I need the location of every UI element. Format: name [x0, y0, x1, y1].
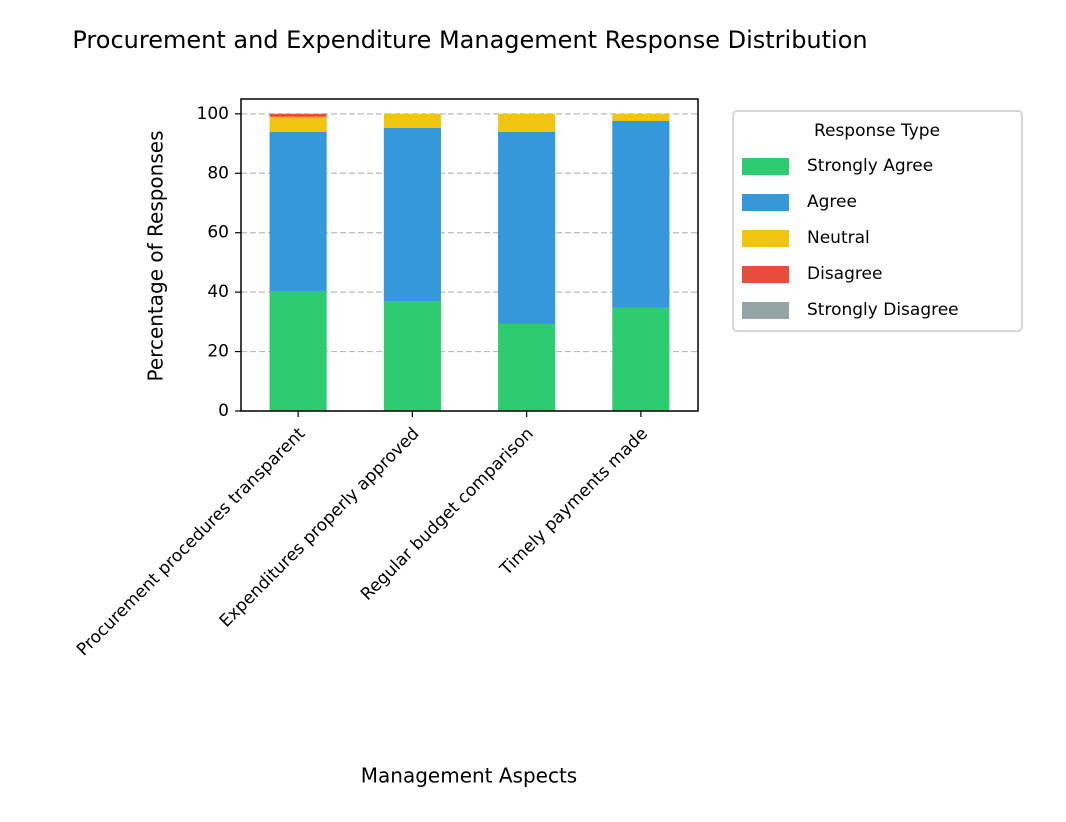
y-tick-label: 100	[197, 104, 229, 124]
legend-label: Disagree	[807, 264, 882, 284]
bar-segment	[498, 323, 556, 411]
y-tick-label: 60	[207, 223, 229, 243]
bar-segment	[269, 131, 327, 291]
bar-segment	[269, 116, 327, 132]
x-axis-label: Management Aspects	[361, 764, 577, 788]
y-tick-label: 80	[207, 163, 229, 183]
legend-box	[732, 110, 1023, 332]
chart-title: Procurement and Expenditure Management R…	[72, 26, 867, 54]
y-tick-label: 0	[218, 401, 229, 421]
x-tick-label: Expenditures properly approved	[216, 424, 424, 632]
legend-label: Strongly Disagree	[807, 300, 959, 320]
bar-segment	[498, 113, 556, 132]
legend-label: Agree	[807, 192, 857, 212]
y-tick-label: 20	[207, 342, 229, 362]
legend-swatch	[742, 302, 789, 319]
legend-label: Strongly Agree	[807, 156, 933, 176]
legend-swatch	[742, 194, 789, 211]
x-tick-label: Procurement procedures transparent	[73, 424, 309, 660]
bar-segment	[383, 301, 441, 411]
bar-segment	[612, 120, 670, 308]
axes-frame	[240, 98, 699, 412]
legend-label: Neutral	[807, 228, 870, 248]
bar-segment	[612, 113, 670, 121]
bar-segment	[383, 113, 441, 128]
bar-segment	[383, 127, 441, 302]
legend-swatch	[742, 158, 789, 175]
bar-segment	[612, 307, 670, 411]
bar-segment	[498, 131, 556, 324]
legend-swatch	[742, 266, 789, 283]
bar-segment	[269, 113, 327, 117]
bar-segment	[269, 290, 327, 411]
y-axis-label: Percentage of Responses	[144, 131, 168, 382]
legend-title: Response Type	[814, 121, 940, 141]
y-tick-label: 40	[207, 282, 229, 302]
legend-swatch	[742, 230, 789, 247]
